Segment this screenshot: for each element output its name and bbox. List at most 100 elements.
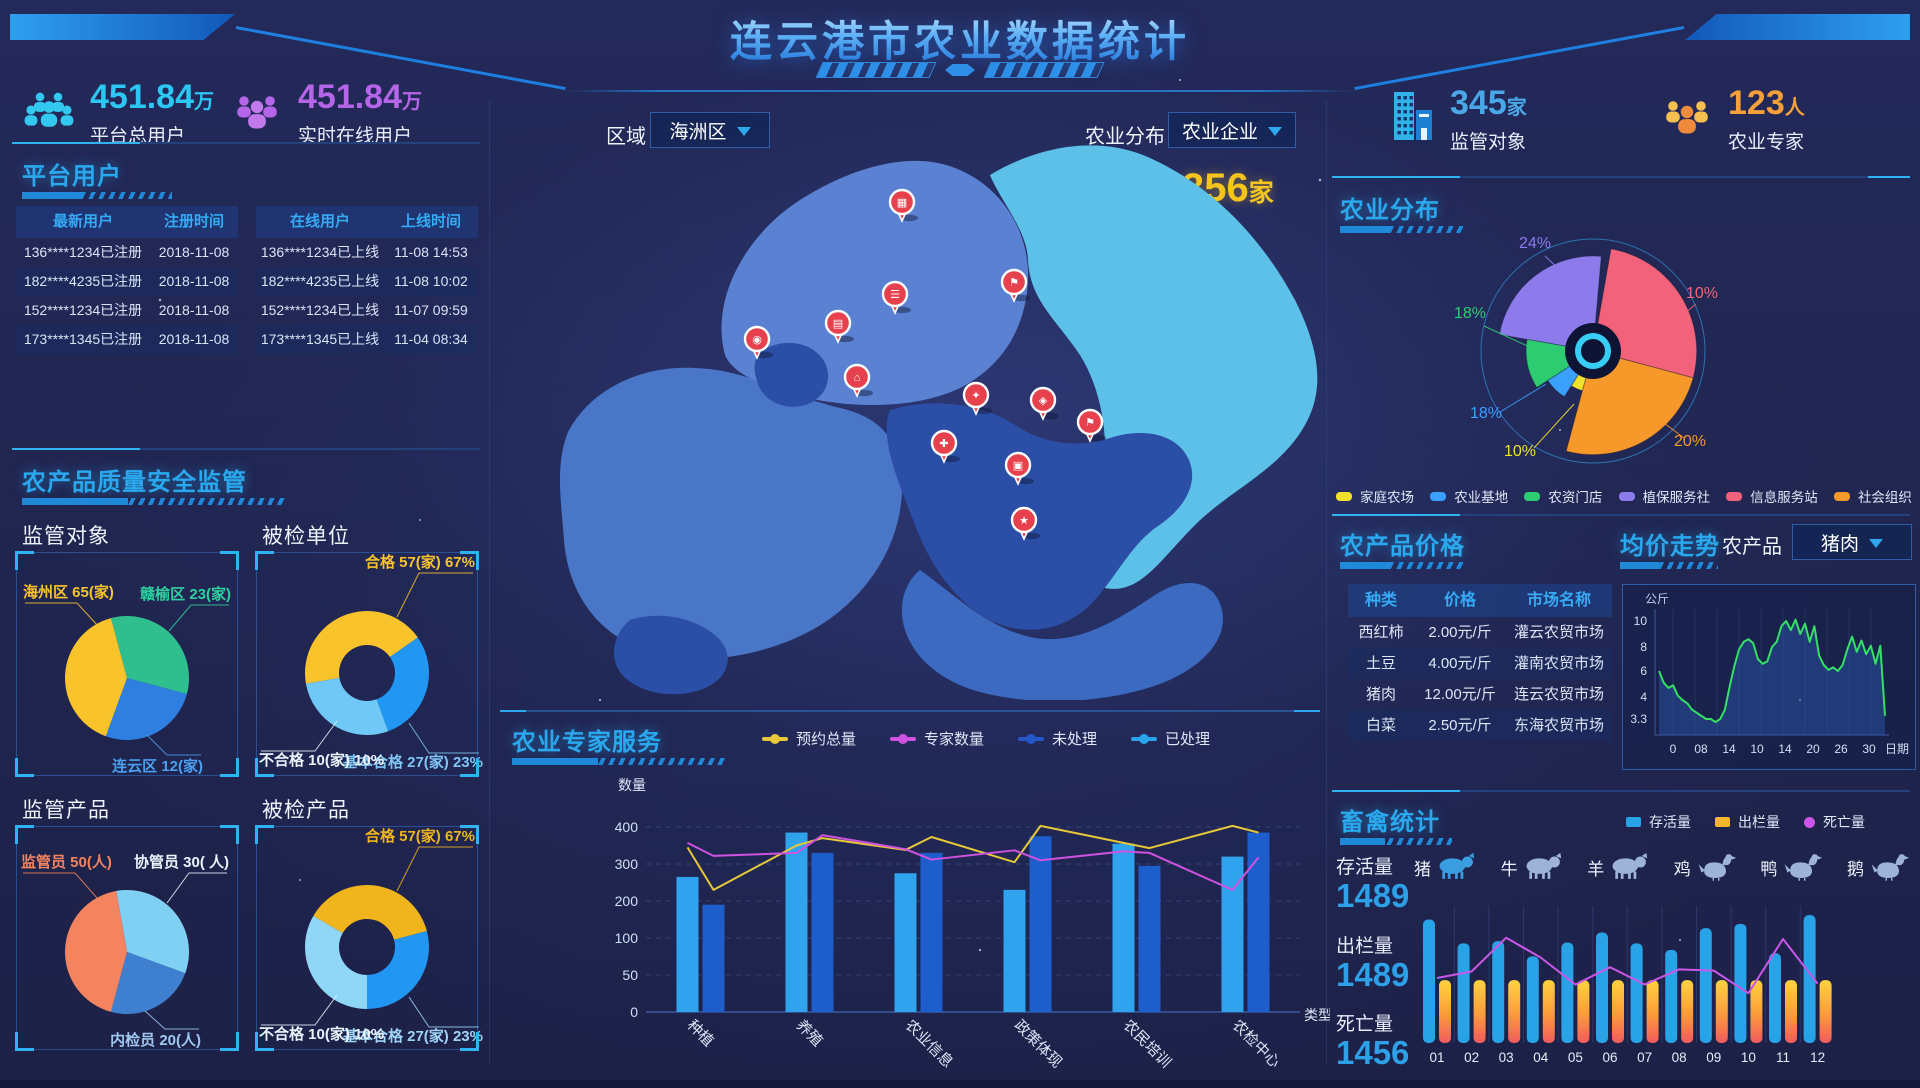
- divider: [12, 142, 480, 144]
- price-trend-chart: 公斤 10 8 6 4 3.3 0 08 14 10 14 20 26 30 日期: [1630, 592, 1909, 756]
- pie-box-inspected-units: 合格 57(家) 67% 基本合格 27(家) 23% 不合格 10(家) 10%: [255, 551, 483, 777]
- svg-text:0: 0: [630, 1004, 638, 1020]
- animal-item-猪[interactable]: 猪: [1414, 852, 1477, 882]
- map-pin[interactable]: ▤: [824, 309, 854, 344]
- legend-item[interactable]: 农业基地: [1430, 486, 1508, 506]
- legend-item[interactable]: 信息服务站: [1726, 486, 1818, 506]
- legend-item[interactable]: 预约总量: [762, 728, 856, 749]
- svg-text:02: 02: [1464, 1050, 1479, 1065]
- divider: [1332, 514, 1910, 516]
- col-header: 在线用户: [289, 213, 350, 230]
- legend-item[interactable]: 存活量: [1626, 812, 1691, 832]
- online-users-table: 在线用户 上线时间 136****1234已上线 11-08 14:53 182**…: [256, 206, 478, 354]
- product-select-label: 农产品: [1722, 536, 1782, 558]
- animal-item-羊[interactable]: 羊: [1587, 852, 1650, 882]
- animal-label: 牛: [1500, 859, 1518, 879]
- svg-text:10%: 10%: [1504, 443, 1536, 460]
- svg-text:数量: 数量: [618, 777, 646, 793]
- legend-label: 信息服务站: [1750, 490, 1818, 505]
- product-dropdown[interactable]: 猪肉: [1792, 524, 1912, 560]
- svg-text:10%: 10%: [1686, 285, 1718, 302]
- table-row: 182****4235已上线 11-08 10:02: [256, 267, 478, 296]
- stat-experts: 123人 农业专家: [1660, 86, 1805, 154]
- title-decoration: [815, 62, 1105, 78]
- map-pin[interactable]: ★: [1010, 506, 1040, 541]
- stat-online-users: 451.84万 实时在线用户: [230, 80, 422, 148]
- animal-icon: [1612, 852, 1648, 879]
- latest-users-table: 最新用户 注册时间 136****1234已注册 2018-11-08 182***…: [16, 206, 238, 354]
- animal-item-鹅[interactable]: 鹅: [1847, 852, 1910, 882]
- table-cell: 2.00元/斤: [1428, 624, 1492, 641]
- table-cell: 182****4235已上线: [260, 273, 380, 289]
- table-cell: 猪肉: [1365, 686, 1396, 703]
- table-cell: 12.00元/斤: [1424, 686, 1496, 703]
- title-deco-bars-left: [815, 62, 937, 78]
- divider: [1332, 176, 1910, 178]
- map-pin[interactable]: ▦: [888, 188, 918, 223]
- svg-text:04: 04: [1533, 1050, 1549, 1065]
- table-row: 152****1234已注册 2018-11-08: [16, 296, 238, 325]
- map-pin[interactable]: ▣: [1004, 451, 1034, 486]
- svg-text:10: 10: [1634, 614, 1648, 628]
- animal-label: 鹅: [1846, 859, 1864, 879]
- svg-text:合格 57(家) 67%: 合格 57(家) 67%: [364, 553, 475, 571]
- building-icon: [1388, 90, 1436, 151]
- stat-total-users-label: 平台总用户: [90, 126, 186, 147]
- legend-item[interactable]: 植保服务社: [1618, 486, 1710, 506]
- table-cell: 152****1234已注册: [23, 302, 143, 318]
- chevron-down-icon: [1268, 126, 1282, 143]
- map-pin[interactable]: ✦: [962, 381, 992, 416]
- divider: [12, 448, 480, 450]
- livestock-stat-value: 1489: [1336, 877, 1410, 914]
- table-cell: 2.50元/斤: [1428, 717, 1492, 734]
- livestock-stat-value: 1456: [1336, 1034, 1410, 1072]
- livestock-stats: 存活量 1489 出栏量 1489 死亡量 1456: [1336, 852, 1409, 1088]
- expert-chart-legend: 预约总量 专家数量 未处理 已处理: [762, 728, 1210, 749]
- map-pin[interactable]: ⌂: [843, 363, 873, 398]
- col-header: 最新用户: [52, 213, 113, 230]
- col-header: 市场名称: [1526, 592, 1591, 609]
- svg-text:内检员 20(人): 内检员 20(人): [110, 1031, 201, 1049]
- legend-label: 出栏量: [1738, 814, 1780, 830]
- stat-supervised-label: 监管对象: [1450, 132, 1527, 153]
- svg-text:50: 50: [622, 967, 638, 983]
- svg-text:200: 200: [615, 893, 639, 909]
- legend-item[interactable]: 农资门店: [1524, 486, 1602, 506]
- table-row: 白菜 2.50元/斤 东海农贸市场: [1348, 710, 1612, 741]
- stat-experts-label: 农业专家: [1728, 132, 1805, 153]
- region-dropdown[interactable]: 海洲区: [650, 112, 770, 148]
- animal-item-牛[interactable]: 牛: [1501, 852, 1564, 882]
- city-map: ▦ ☰ ⚑ ▤ ◉ ⌂ ✦ ◈ ⚑ ✚ ▣ ★: [560, 145, 1318, 700]
- col-header: 上线时间: [400, 213, 461, 230]
- map-pin-icon: ⚑: [1009, 277, 1019, 289]
- legend-marker: [890, 736, 917, 741]
- svg-text:01: 01: [1429, 1050, 1444, 1065]
- pie-box-supervised-products: 协管员 30( 人) 内检员 20(人) 监管员 50(人): [15, 825, 239, 1051]
- legend-item[interactable]: 专家数量: [890, 728, 984, 749]
- legend-item[interactable]: 社会组织: [1833, 486, 1912, 506]
- map-pin[interactable]: ⚑: [1076, 408, 1106, 443]
- map-pin[interactable]: ◈: [1029, 386, 1059, 421]
- legend-item[interactable]: 家庭农场: [1336, 486, 1414, 506]
- map-pin[interactable]: ✚: [930, 429, 960, 464]
- map-pin[interactable]: ◉: [743, 325, 773, 360]
- pie-subtitle: 被检单位: [262, 525, 350, 548]
- svg-text:20%: 20%: [1674, 433, 1706, 450]
- legend-label: 预约总量: [796, 731, 857, 748]
- legend-item[interactable]: 已处理: [1131, 728, 1210, 749]
- legend-item[interactable]: 死亡量: [1804, 812, 1865, 832]
- livestock-stat-label: 存活量: [1336, 857, 1394, 878]
- distribution-dropdown[interactable]: 农业企业: [1168, 112, 1296, 148]
- animal-item-鸡[interactable]: 鸡: [1674, 852, 1737, 882]
- title-deco-chevron: [945, 64, 975, 76]
- animal-item-鸭[interactable]: 鸭: [1760, 852, 1823, 882]
- animal-label: 鸭: [1760, 859, 1778, 879]
- section-title-quality: 农产品质量安全监管: [22, 469, 247, 496]
- map-pin[interactable]: ☰: [881, 280, 911, 315]
- online-users-icon: [230, 85, 284, 144]
- legend-item[interactable]: 出栏量: [1715, 812, 1780, 832]
- map-pin[interactable]: ⚑: [1000, 268, 1030, 303]
- enterprise-count-unit: 家: [1248, 179, 1274, 207]
- legend-item[interactable]: 未处理: [1018, 728, 1097, 749]
- section-underline: [1620, 562, 1718, 569]
